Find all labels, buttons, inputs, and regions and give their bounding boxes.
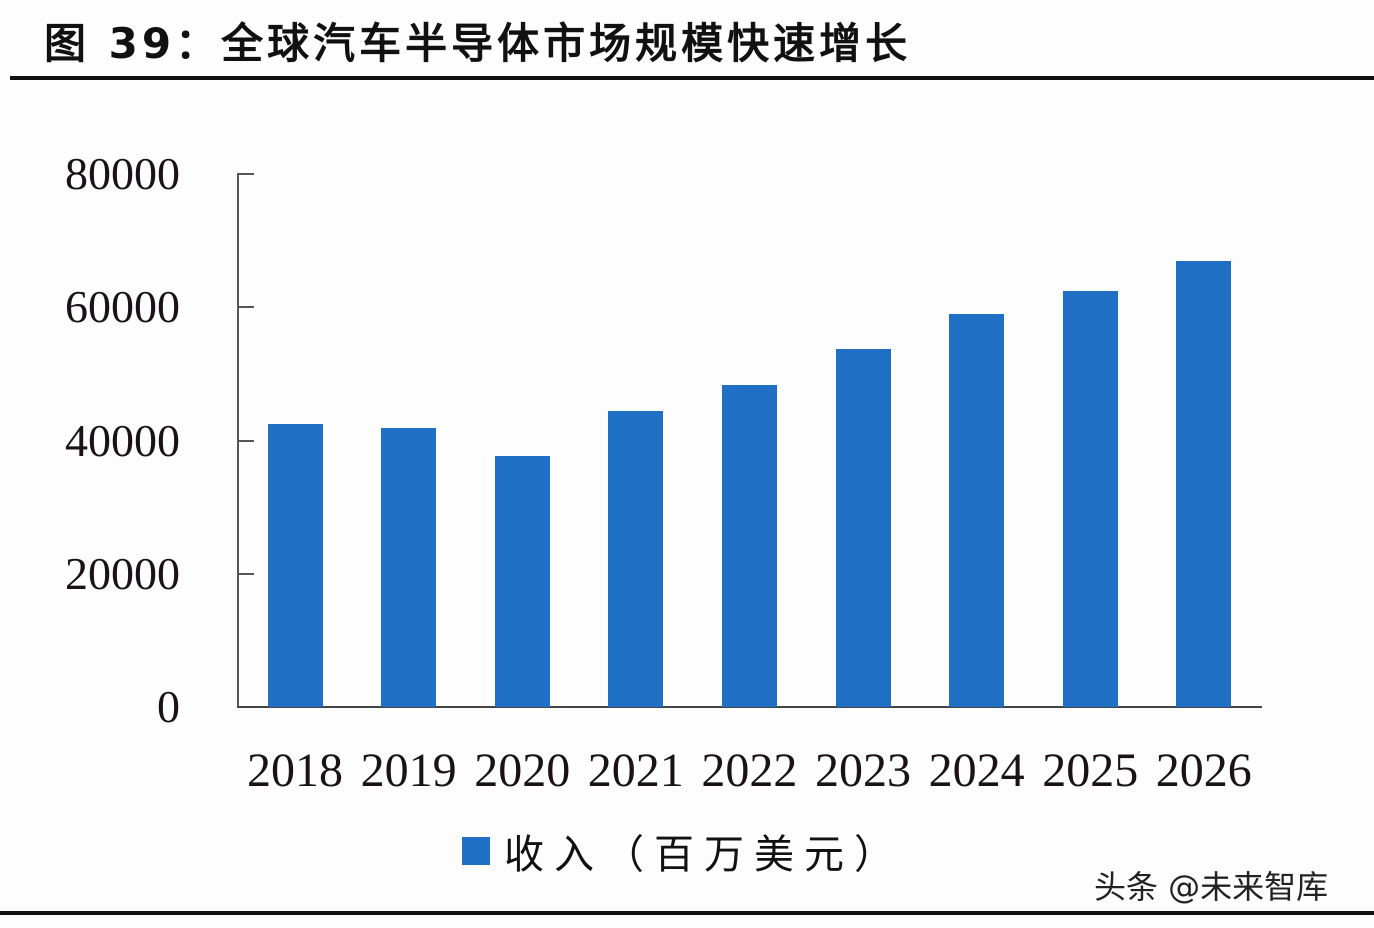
x-axis [237,706,1262,708]
y-tick [237,572,254,575]
bar-2019 [381,427,437,707]
x-tick-label: 2022 [701,744,798,797]
top-divider [10,76,1374,80]
watermark: 头条 @未来智库 [1094,868,1329,906]
chart-title: 图 39：全球汽车半导体市场规模快速增长 [44,19,912,68]
y-tick-label: 80000 [65,148,180,199]
y-tick-label: 40000 [65,414,180,466]
y-tick [237,173,254,175]
y-tick-label: 20000 [65,547,180,599]
y-tick-label: 0 [157,681,180,732]
y-tick-label: 60000 [65,281,180,333]
bar-2020 [494,455,550,707]
x-tick-label: 2018 [247,744,343,797]
x-tick-label: 2025 [1042,744,1139,797]
x-tick-label: 2023 [815,744,911,797]
x-tick-label: 2020 [474,744,571,797]
legend-label: 收入（百万美元） [504,832,904,878]
bottom-divider [0,911,1374,915]
chart-legend: 收入（百万美元） [462,822,904,880]
bar-2025 [1062,290,1118,707]
bar-2026 [1176,260,1232,707]
bar-2024 [949,313,1005,707]
bar-2022 [721,384,777,707]
bar-2021 [608,411,664,707]
bar-2018 [267,423,323,707]
y-tick [237,439,254,442]
y-tick [237,306,254,309]
legend-swatch [462,837,490,865]
bar-2023 [835,348,891,707]
x-tick-label: 2021 [587,744,684,797]
x-tick-label: 2019 [360,744,457,797]
x-tick-label: 2024 [928,744,1025,797]
x-tick-label: 2026 [1155,744,1252,797]
